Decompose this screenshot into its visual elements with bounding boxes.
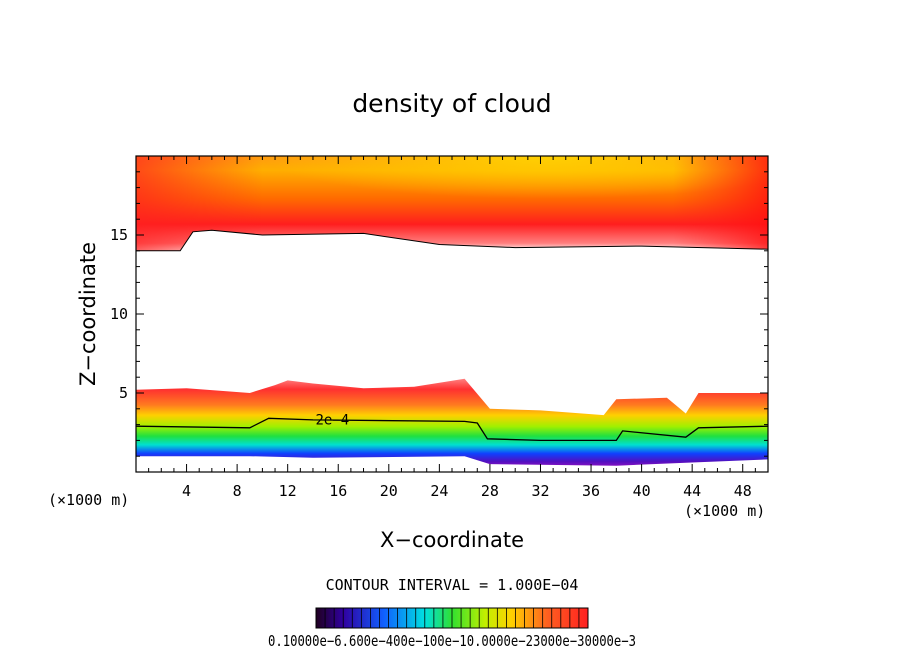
x-tick-label: 28: [481, 482, 499, 500]
y-axis-title: Z−coordinate: [76, 242, 100, 386]
x-axis-title: X−coordinate: [380, 528, 524, 552]
colorbar-labels: 0.10000e−6.600e−400e−100e−10.0000e−23000…: [268, 632, 636, 650]
contour-interval-text: CONTOUR INTERVAL = 1.000E−04: [326, 576, 579, 594]
chart-figure: density of cloud 2e−4 4 8 12 16 20 24 28 32 36 40…: [0, 0, 904, 654]
x-tick-label: 36: [582, 482, 600, 500]
x-tick-label: 8: [233, 482, 242, 500]
y-tick-label: 15: [110, 226, 128, 244]
x-tick-label: 40: [633, 482, 651, 500]
x-tick-label: 44: [683, 482, 701, 500]
x-tick-label: 32: [531, 482, 549, 500]
plot-area: [136, 156, 768, 466]
x-unit-label-left: (×1000 m): [48, 491, 129, 509]
x-tick-label: 12: [279, 482, 297, 500]
x-tick-label: 48: [734, 482, 752, 500]
y-tick-label: 5: [119, 384, 128, 402]
y-tick-label: 10: [110, 305, 128, 323]
x-unit-label-right: (×1000 m): [684, 502, 765, 520]
x-tick-label: 4: [182, 482, 191, 500]
lower-cloud-layer: [136, 379, 768, 466]
x-tick-label: 24: [430, 482, 448, 500]
x-tick-label: 16: [329, 482, 347, 500]
contour-label: 2e−4: [315, 413, 349, 429]
upper-cloud-edges: [136, 156, 768, 251]
x-tick-label: 20: [380, 482, 398, 500]
chart-title: density of cloud: [352, 89, 551, 118]
